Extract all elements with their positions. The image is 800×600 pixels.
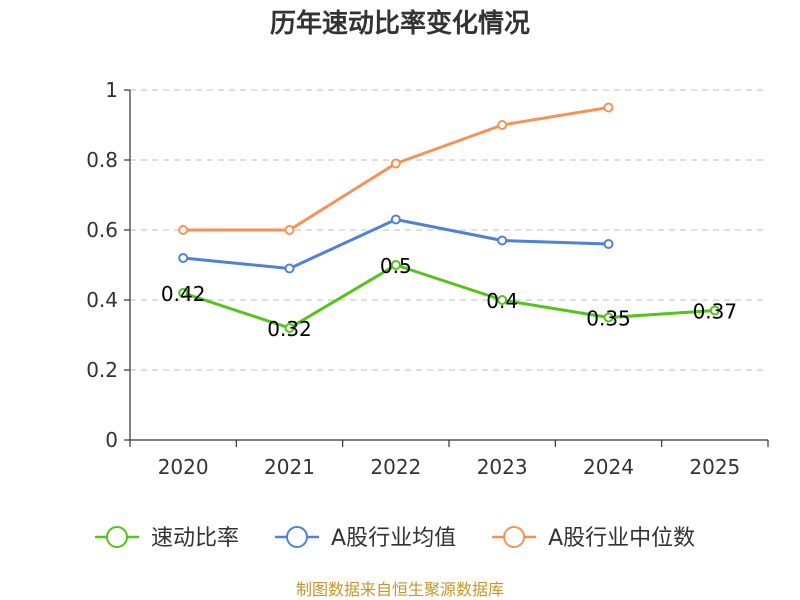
point-1-2020	[178, 253, 189, 263]
point-1-2021	[284, 263, 295, 274]
point-2-2020	[178, 225, 189, 235]
data-label-2020: 0.42	[161, 282, 206, 306]
axes: 0 0.2 0.4 0.6 0.8 1 2020 2021 2022 2023 2024 2025	[86, 78, 769, 479]
point-2-2023	[497, 120, 508, 130]
x-tick-label-2025: 2025	[689, 455, 740, 479]
data-label-2021: 0.32	[267, 317, 312, 341]
point-0-2021	[284, 323, 295, 333]
data-label-2023: 0.4	[486, 289, 518, 313]
x-tick-label-2021: 2021	[264, 455, 315, 479]
y-tick-label-2: 0.4	[86, 288, 118, 312]
y-tick-label-5: 1	[105, 78, 118, 102]
point-1-2024	[603, 239, 614, 249]
legend-marker-1	[286, 526, 309, 548]
x-tick-label-2023: 2023	[477, 455, 528, 479]
data-label-2025: 0.37	[693, 300, 738, 324]
x-tick-label-2020: 2020	[158, 455, 209, 479]
point-2-2021	[284, 225, 295, 235]
x-tick-label-2022: 2022	[370, 455, 421, 479]
point-0-2024	[603, 312, 614, 323]
y-tick-label-0: 0	[105, 428, 118, 452]
point-1-2023	[497, 235, 508, 246]
point-1-2022	[390, 214, 401, 225]
point-2-2022	[390, 158, 401, 169]
legend: 速动比率 A股行业均值 A股行业中位数	[95, 526, 695, 551]
point-0-2020	[178, 288, 189, 298]
point-0-2023	[497, 295, 508, 305]
data-labels: 0.42 0.32 0.5 0.4 0.35 0.37	[161, 254, 737, 341]
series-line-2	[183, 106, 609, 232]
x-tick-label-2024: 2024	[583, 455, 634, 479]
y-tick-label-3: 0.6	[86, 218, 118, 242]
legend-label-1: A股行业均值	[331, 526, 456, 551]
legend-label-2: A股行业中位数	[548, 526, 695, 551]
data-label-2024: 0.35	[586, 307, 631, 331]
legend-item-2: A股行业中位数	[492, 526, 695, 551]
y-tick-label-1: 0.2	[86, 358, 118, 382]
point-2-2024	[603, 102, 614, 113]
legend-label-0: 速动比率	[151, 526, 239, 551]
chart-title: 历年速动比率变化情况	[270, 8, 530, 39]
legend-marker-2	[503, 526, 526, 548]
point-0-2022	[390, 260, 401, 270]
series-layer	[178, 102, 720, 333]
source-note: 制图数据来自恒生聚源数据库	[296, 580, 504, 599]
legend-item-0: 速动比率	[95, 526, 239, 551]
data-label-2022: 0.5	[380, 254, 412, 278]
legend-marker-0	[106, 526, 128, 548]
series-line-0	[182, 263, 715, 330]
y-tick-label-4: 0.8	[86, 148, 118, 172]
legend-item-1: A股行业均值	[275, 526, 456, 551]
point-0-2025	[709, 305, 720, 316]
